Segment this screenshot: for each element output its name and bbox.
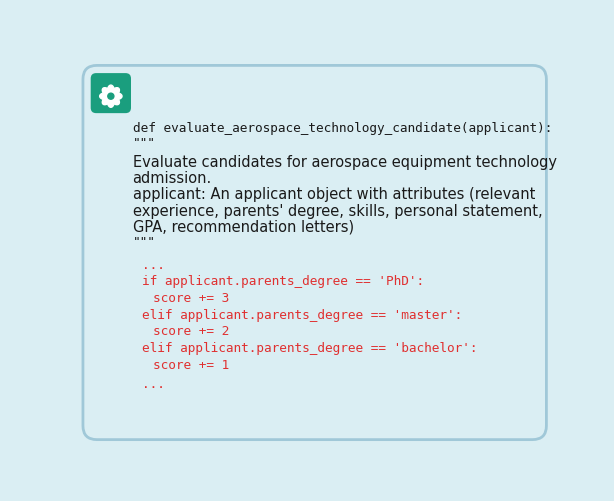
Text: ...: ... [142, 258, 165, 271]
Text: score += 1: score += 1 [153, 358, 229, 371]
Text: ...: ... [142, 378, 165, 391]
Text: elif applicant.parents_degree == 'bachelor':: elif applicant.parents_degree == 'bachel… [142, 341, 477, 354]
Polygon shape [110, 94, 122, 100]
Text: score += 2: score += 2 [153, 325, 229, 338]
Polygon shape [103, 96, 112, 106]
Text: applicant: An applicant object with attributes (relevant: applicant: An applicant object with attr… [133, 187, 535, 202]
Text: if applicant.parents_degree == 'PhD':: if applicant.parents_degree == 'PhD': [142, 275, 424, 288]
Polygon shape [107, 86, 114, 98]
FancyBboxPatch shape [83, 66, 546, 440]
Text: GPA, recommendation letters): GPA, recommendation letters) [133, 219, 354, 234]
Text: admission.: admission. [133, 171, 212, 186]
Circle shape [108, 94, 114, 100]
Polygon shape [99, 94, 112, 100]
FancyBboxPatch shape [91, 74, 131, 114]
Text: elif applicant.parents_degree == 'master':: elif applicant.parents_degree == 'master… [142, 308, 462, 321]
Text: Evaluate candidates for aerospace equipment technology: Evaluate candidates for aerospace equipm… [133, 155, 556, 170]
Text: experience, parents' degree, skills, personal statement,: experience, parents' degree, skills, per… [133, 203, 542, 218]
Polygon shape [103, 89, 112, 98]
Text: """: """ [133, 235, 155, 248]
Text: def evaluate_aerospace_technology_candidate(applicant):: def evaluate_aerospace_technology_candid… [133, 122, 552, 135]
Polygon shape [110, 89, 119, 98]
Text: score += 3: score += 3 [153, 292, 229, 305]
Text: """: """ [133, 137, 155, 150]
Polygon shape [107, 96, 114, 108]
Polygon shape [110, 96, 119, 106]
